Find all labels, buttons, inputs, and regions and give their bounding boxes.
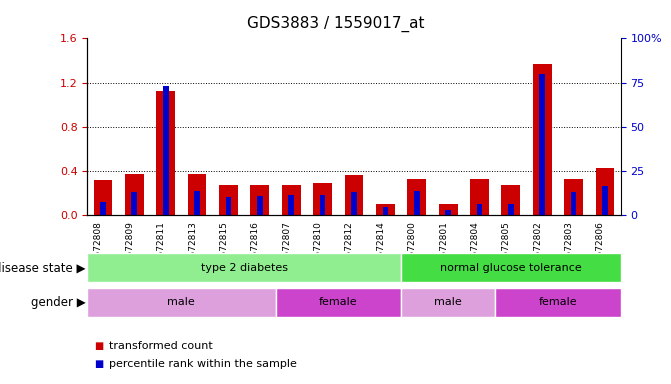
- Bar: [571, 192, 576, 215]
- Bar: [250, 185, 269, 215]
- Text: gender ▶: gender ▶: [31, 296, 86, 309]
- Text: male: male: [434, 297, 462, 308]
- Bar: [446, 210, 451, 215]
- Text: ■: ■: [94, 341, 103, 351]
- Bar: [508, 204, 514, 215]
- Bar: [87, 288, 276, 317]
- Bar: [87, 253, 401, 282]
- Bar: [132, 192, 137, 215]
- Text: male: male: [168, 297, 195, 308]
- Bar: [282, 185, 301, 215]
- Bar: [376, 204, 395, 215]
- Bar: [382, 207, 388, 215]
- Bar: [163, 86, 168, 215]
- Bar: [596, 167, 615, 215]
- Bar: [289, 195, 294, 215]
- Bar: [401, 253, 621, 282]
- Bar: [564, 179, 583, 215]
- Text: GDS3883 / 1559017_at: GDS3883 / 1559017_at: [247, 15, 424, 31]
- Bar: [495, 288, 621, 317]
- Bar: [225, 197, 231, 215]
- Bar: [156, 91, 175, 215]
- Bar: [470, 179, 489, 215]
- Bar: [407, 179, 426, 215]
- Bar: [125, 174, 144, 215]
- Bar: [414, 191, 419, 215]
- Bar: [257, 196, 262, 215]
- Bar: [276, 288, 401, 317]
- Bar: [344, 175, 364, 215]
- Bar: [219, 185, 238, 215]
- Bar: [188, 174, 207, 215]
- Bar: [320, 195, 325, 215]
- Text: female: female: [539, 297, 577, 308]
- Bar: [476, 204, 482, 215]
- Bar: [602, 186, 608, 215]
- Text: normal glucose tolerance: normal glucose tolerance: [440, 263, 582, 273]
- Bar: [539, 74, 545, 215]
- Text: female: female: [319, 297, 358, 308]
- Bar: [93, 180, 112, 215]
- Text: transformed count: transformed count: [109, 341, 213, 351]
- Text: disease state ▶: disease state ▶: [0, 262, 86, 274]
- Text: percentile rank within the sample: percentile rank within the sample: [109, 359, 297, 369]
- Bar: [501, 185, 520, 215]
- Bar: [401, 288, 495, 317]
- Bar: [533, 64, 552, 215]
- Bar: [100, 202, 106, 215]
- Bar: [439, 204, 458, 215]
- Bar: [313, 183, 332, 215]
- Text: type 2 diabetes: type 2 diabetes: [201, 263, 288, 273]
- Text: ■: ■: [94, 359, 103, 369]
- Bar: [351, 192, 357, 215]
- Bar: [194, 191, 200, 215]
